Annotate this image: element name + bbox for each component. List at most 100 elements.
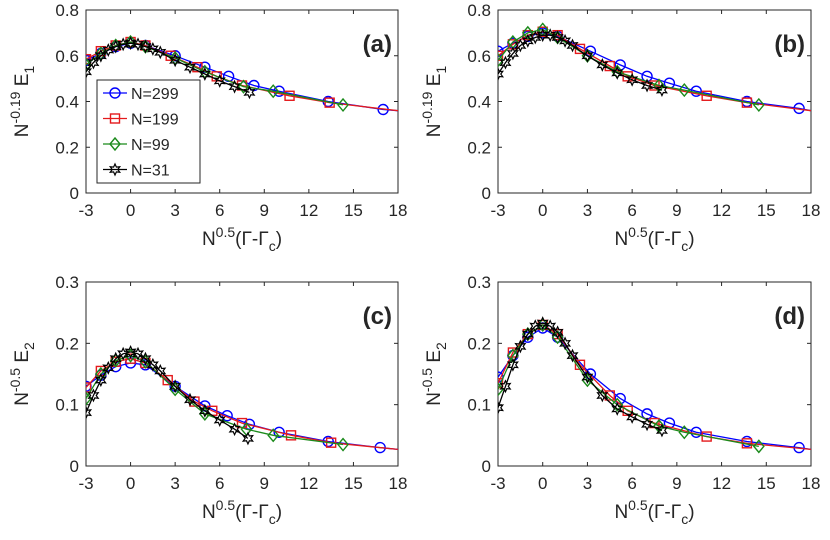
panel-b: -3 0 3 6 9 12 15 1800.20.40.60.8N0.5(Γ-Γc)N-0.1… xyxy=(419,1,820,254)
data-point xyxy=(581,48,594,63)
data-point xyxy=(117,346,130,361)
data-point xyxy=(131,346,145,361)
x-axis-label: N0.5(Γ-Γc) xyxy=(614,224,694,254)
y-axis-label: N-0.19 E1 xyxy=(7,66,37,138)
data-point xyxy=(498,53,504,68)
data-point xyxy=(678,82,691,98)
data-point xyxy=(109,87,121,99)
series-layer xyxy=(86,344,398,454)
data-point xyxy=(124,344,137,359)
data-point xyxy=(139,351,152,366)
x-tick-label: 6 xyxy=(215,474,224,493)
y-tick-label: 0.8 xyxy=(467,1,491,20)
data-point xyxy=(559,33,572,48)
data-point xyxy=(653,419,665,434)
y-tick-label: 0.6 xyxy=(55,47,79,66)
panel-label: (a) xyxy=(363,31,392,58)
data-point xyxy=(108,162,122,177)
series-line xyxy=(86,358,398,451)
data-point xyxy=(752,439,765,454)
plot-frame xyxy=(85,281,399,467)
data-point xyxy=(198,67,211,81)
data-point xyxy=(514,339,527,354)
series-line xyxy=(498,324,811,451)
x-tick-label: 3 xyxy=(583,201,592,220)
data-point xyxy=(611,397,624,412)
data-point xyxy=(581,370,594,385)
y-tick-label: 0.3 xyxy=(55,273,79,292)
data-point xyxy=(213,73,226,88)
data-point xyxy=(566,38,579,53)
data-point xyxy=(86,382,92,393)
x-tick-label: 0 xyxy=(538,201,547,220)
series-layer xyxy=(498,316,811,454)
y-tick-label: 0.2 xyxy=(467,138,491,157)
x-tick-label: 18 xyxy=(802,474,821,493)
series-layer xyxy=(498,22,811,115)
data-point xyxy=(678,425,691,440)
y-axis-label: N-0.5 E2 xyxy=(419,342,449,406)
data-point xyxy=(506,46,519,61)
data-point xyxy=(228,422,241,437)
x-tick-label: -3 xyxy=(78,201,93,220)
x-tick-label: 3 xyxy=(170,201,179,220)
data-point xyxy=(169,53,182,68)
data-point xyxy=(169,379,182,394)
x-tick-label: 12 xyxy=(712,474,731,493)
y-tick-label: 0 xyxy=(482,184,491,203)
x-tick-label: 6 xyxy=(627,201,636,220)
data-point xyxy=(139,39,152,54)
data-point xyxy=(117,37,130,52)
data-point xyxy=(102,360,115,375)
panel-label: (d) xyxy=(774,303,805,330)
data-point xyxy=(499,379,512,394)
data-point xyxy=(551,30,564,45)
data-point xyxy=(124,36,137,51)
x-tick-label: 15 xyxy=(757,201,776,220)
data-point xyxy=(228,79,241,94)
series-line xyxy=(498,28,759,106)
y-tick-label: 0.1 xyxy=(467,396,491,415)
data-point xyxy=(243,85,256,100)
data-point xyxy=(237,79,250,94)
x-tick-label: 9 xyxy=(672,201,681,220)
data-point xyxy=(514,38,527,53)
data-point xyxy=(273,426,285,438)
x-tick-label: 18 xyxy=(389,201,408,220)
y-tick-label: 0.2 xyxy=(467,334,491,353)
x-tick-label: -3 xyxy=(78,474,93,493)
data-point xyxy=(536,316,549,331)
x-tick-label: 12 xyxy=(712,201,731,220)
x-tick-label: -3 xyxy=(490,474,505,493)
y-tick-label: 0.2 xyxy=(55,138,79,157)
data-point xyxy=(596,388,609,403)
data-point xyxy=(87,55,100,70)
data-point xyxy=(221,410,233,422)
legend-entry: N=199 xyxy=(131,112,179,129)
y-tick-label: 0.6 xyxy=(467,47,491,66)
data-point xyxy=(86,64,93,79)
data-point xyxy=(86,57,92,72)
data-point xyxy=(596,57,609,72)
data-point xyxy=(125,353,136,364)
y-axis-label: N-0.5 E2 xyxy=(7,342,37,406)
data-point xyxy=(146,357,159,372)
x-tick-label: 12 xyxy=(299,474,318,493)
data-point xyxy=(626,72,639,87)
data-point xyxy=(146,41,159,56)
data-point xyxy=(611,402,624,416)
data-point xyxy=(285,430,297,441)
series-line xyxy=(86,354,344,446)
data-point xyxy=(521,327,534,342)
legend-entry: N=299 xyxy=(131,86,179,103)
x-tick-label: 18 xyxy=(802,201,821,220)
data-point xyxy=(198,64,211,79)
panel-label: (b) xyxy=(774,31,805,58)
x-axis-label: N0.5(Γ-Γc) xyxy=(614,497,694,527)
x-tick-label: 0 xyxy=(538,474,547,493)
y-tick-label: 0 xyxy=(70,184,79,203)
data-point xyxy=(506,357,519,372)
x-tick-label: 0 xyxy=(126,201,135,220)
